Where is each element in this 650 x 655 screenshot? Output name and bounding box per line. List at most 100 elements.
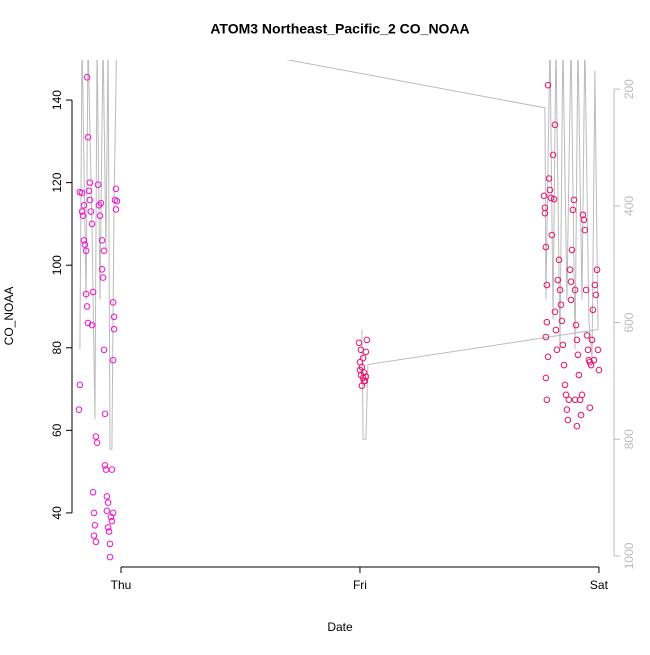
x-tick-label: Sat [590, 578, 609, 592]
point [542, 243, 550, 251]
point [109, 299, 117, 306]
point [562, 391, 570, 399]
point [112, 206, 120, 213]
point [575, 371, 583, 379]
point [88, 220, 96, 228]
point [356, 366, 364, 374]
point [577, 411, 585, 419]
point [93, 439, 101, 447]
point [363, 336, 371, 344]
point [90, 532, 98, 539]
point [105, 528, 113, 535]
point [543, 318, 551, 326]
y2-tick-label: 400 [622, 196, 636, 216]
y-tick-label: 40 [50, 506, 64, 520]
point [574, 351, 582, 359]
point [360, 377, 368, 385]
point [78, 189, 86, 197]
point [569, 206, 577, 214]
line-series [79, 60, 599, 450]
y2-tick-label: 1000 [622, 542, 636, 569]
y-tick-label: 80 [50, 341, 64, 355]
point [547, 194, 555, 202]
point [94, 181, 102, 188]
y2-tick-label: 600 [622, 312, 636, 332]
point [79, 212, 87, 219]
point [100, 346, 108, 354]
point [595, 366, 603, 374]
x-axis-label: Date [327, 620, 353, 634]
point [578, 391, 586, 399]
point [584, 346, 592, 354]
point [555, 256, 563, 264]
point [572, 321, 580, 329]
point [587, 361, 595, 369]
point [546, 186, 554, 194]
point [85, 187, 93, 195]
point [87, 208, 95, 215]
point [550, 195, 558, 203]
point [96, 212, 104, 219]
point [567, 278, 575, 286]
point [579, 211, 587, 219]
point [556, 286, 564, 294]
point [580, 216, 588, 224]
point [108, 517, 116, 525]
point [80, 202, 88, 209]
point [568, 246, 576, 254]
point [103, 493, 111, 500]
point [91, 522, 99, 529]
y-tick-label: 60 [50, 423, 64, 437]
point [549, 151, 557, 159]
point [552, 326, 560, 334]
point [571, 286, 579, 294]
point [81, 241, 89, 248]
point [544, 81, 552, 89]
point [89, 288, 97, 296]
point [82, 290, 90, 298]
point [592, 291, 600, 299]
point [590, 356, 598, 364]
point [541, 209, 549, 217]
point [97, 199, 105, 207]
point [92, 433, 100, 440]
point [98, 237, 106, 244]
point [106, 553, 114, 561]
point [554, 276, 562, 284]
point [80, 237, 88, 244]
point [86, 179, 94, 186]
point [582, 286, 590, 294]
point [551, 121, 559, 129]
point [543, 281, 551, 289]
point [104, 499, 112, 506]
point [75, 406, 83, 413]
point [560, 361, 568, 369]
point [548, 231, 556, 239]
point [362, 348, 370, 356]
point [551, 308, 559, 316]
point [355, 339, 363, 347]
point [542, 374, 550, 382]
point [83, 303, 91, 310]
point [540, 192, 548, 200]
point [588, 336, 596, 344]
x-tick-label: Fri [353, 578, 367, 592]
point [570, 196, 578, 204]
point [563, 406, 571, 413]
y2-tick-label: 200 [622, 79, 636, 99]
point [101, 410, 109, 418]
y-tick-label: 100 [50, 255, 64, 275]
point [571, 396, 579, 404]
point [88, 321, 96, 329]
point [589, 306, 597, 314]
point [99, 274, 107, 281]
point [565, 396, 573, 404]
y-axis-label: CO_NOAA [2, 287, 16, 346]
point [113, 197, 121, 205]
chart-title: ATOM3 Northeast_Pacific_2 CO_NOAA [210, 21, 469, 37]
point [90, 509, 98, 517]
point [86, 196, 94, 204]
y-tick-label: 120 [50, 172, 64, 192]
point [95, 202, 103, 209]
